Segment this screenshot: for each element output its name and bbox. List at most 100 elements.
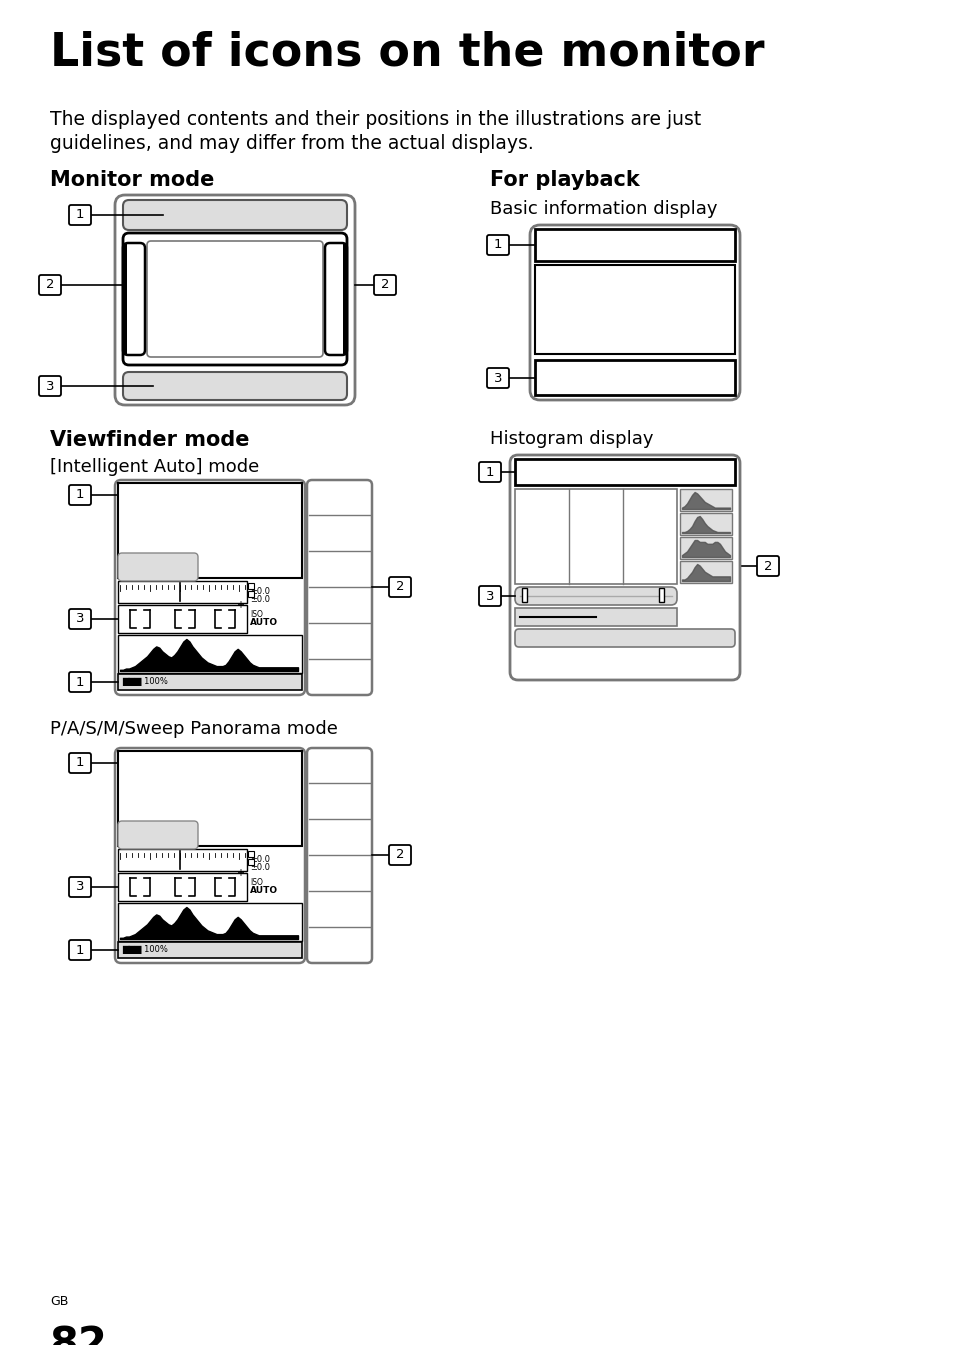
Bar [118, 581, 247, 603]
Text: AUTO: AUTO [250, 617, 278, 627]
FancyBboxPatch shape [515, 586, 677, 605]
Text: guidelines, and may differ from the actual displays.: guidelines, and may differ from the actu… [50, 134, 533, 153]
Text: 3: 3 [485, 589, 494, 603]
Text: ±0.0: ±0.0 [250, 586, 270, 596]
FancyBboxPatch shape [147, 241, 323, 356]
Text: Monitor mode: Monitor mode [50, 169, 214, 190]
Bar [535, 229, 734, 261]
FancyBboxPatch shape [115, 195, 355, 405]
FancyBboxPatch shape [515, 629, 734, 647]
FancyBboxPatch shape [69, 486, 91, 504]
FancyBboxPatch shape [115, 748, 305, 963]
Bar [659, 588, 663, 603]
FancyBboxPatch shape [486, 369, 509, 387]
Text: 1: 1 [75, 488, 84, 502]
FancyBboxPatch shape [374, 274, 395, 295]
Bar [118, 902, 302, 941]
Bar [515, 459, 734, 486]
FancyBboxPatch shape [510, 455, 740, 681]
Text: 2: 2 [763, 560, 771, 573]
Bar [343, 243, 346, 354]
Text: -: - [120, 868, 123, 878]
FancyBboxPatch shape [123, 373, 347, 399]
Bar [515, 608, 677, 625]
FancyBboxPatch shape [486, 235, 509, 256]
Bar [248, 582, 253, 589]
FancyBboxPatch shape [69, 609, 91, 629]
Bar [535, 265, 734, 354]
Text: ███ 100%: ███ 100% [122, 946, 168, 954]
Text: ±0.0: ±0.0 [250, 594, 270, 604]
Text: GB: GB [50, 1295, 69, 1307]
FancyBboxPatch shape [307, 748, 372, 963]
FancyBboxPatch shape [530, 225, 740, 399]
Bar [679, 490, 731, 511]
Bar [515, 490, 677, 584]
Text: P/A/S/M/Sweep Panorama mode: P/A/S/M/Sweep Panorama mode [50, 720, 337, 738]
Bar [124, 243, 127, 354]
Text: +: + [235, 600, 244, 611]
Text: AUTO: AUTO [250, 886, 278, 894]
Bar [248, 851, 253, 857]
Text: 1: 1 [75, 208, 84, 222]
Text: Basic information display: Basic information display [490, 200, 717, 218]
Bar [118, 751, 302, 846]
Text: ISO: ISO [250, 611, 263, 619]
FancyBboxPatch shape [478, 461, 500, 482]
Text: 2: 2 [46, 278, 54, 292]
FancyBboxPatch shape [39, 377, 61, 395]
FancyBboxPatch shape [389, 845, 411, 865]
Text: 2: 2 [395, 849, 404, 862]
FancyBboxPatch shape [123, 243, 145, 355]
Bar [118, 941, 302, 958]
Text: For playback: For playback [490, 169, 639, 190]
Text: ███ 100%: ███ 100% [122, 677, 168, 686]
FancyBboxPatch shape [123, 233, 347, 364]
Bar [521, 588, 526, 603]
FancyBboxPatch shape [325, 243, 347, 355]
FancyBboxPatch shape [69, 672, 91, 691]
Text: +: + [235, 868, 244, 878]
Text: 1: 1 [75, 675, 84, 689]
FancyBboxPatch shape [118, 553, 198, 581]
Text: The displayed contents and their positions in the illustrations are just: The displayed contents and their positio… [50, 110, 700, 129]
Bar [248, 590, 253, 597]
Bar [679, 537, 731, 560]
Text: 82: 82 [50, 1325, 108, 1345]
Text: 1: 1 [75, 756, 84, 769]
Text: Viewfinder mode: Viewfinder mode [50, 430, 250, 451]
Bar [118, 635, 302, 672]
Text: Histogram display: Histogram display [490, 430, 653, 448]
Text: 2: 2 [380, 278, 389, 292]
Text: List of icons on the monitor: List of icons on the monitor [50, 30, 763, 75]
Bar [118, 674, 302, 690]
Text: 3: 3 [46, 379, 54, 393]
FancyBboxPatch shape [478, 586, 500, 607]
Bar [679, 512, 731, 535]
Text: ISO: ISO [250, 878, 263, 886]
Text: 3: 3 [494, 371, 501, 385]
FancyBboxPatch shape [389, 577, 411, 597]
Bar [679, 561, 731, 582]
Bar [248, 859, 253, 865]
Bar [118, 849, 247, 872]
Bar [118, 605, 247, 633]
FancyBboxPatch shape [69, 753, 91, 773]
Text: ±0.0: ±0.0 [250, 863, 270, 872]
Bar [118, 873, 247, 901]
Text: 1: 1 [485, 465, 494, 479]
FancyBboxPatch shape [69, 204, 91, 225]
Text: 2: 2 [395, 581, 404, 593]
Bar [118, 483, 302, 578]
Text: 1: 1 [75, 943, 84, 956]
Text: -: - [120, 600, 123, 611]
Text: 1: 1 [494, 238, 501, 252]
Text: 3: 3 [75, 612, 84, 625]
Bar [535, 360, 734, 395]
FancyBboxPatch shape [118, 820, 198, 849]
Text: [Intelligent Auto] mode: [Intelligent Auto] mode [50, 459, 259, 476]
FancyBboxPatch shape [307, 480, 372, 695]
FancyBboxPatch shape [39, 274, 61, 295]
FancyBboxPatch shape [69, 940, 91, 960]
FancyBboxPatch shape [757, 555, 779, 576]
